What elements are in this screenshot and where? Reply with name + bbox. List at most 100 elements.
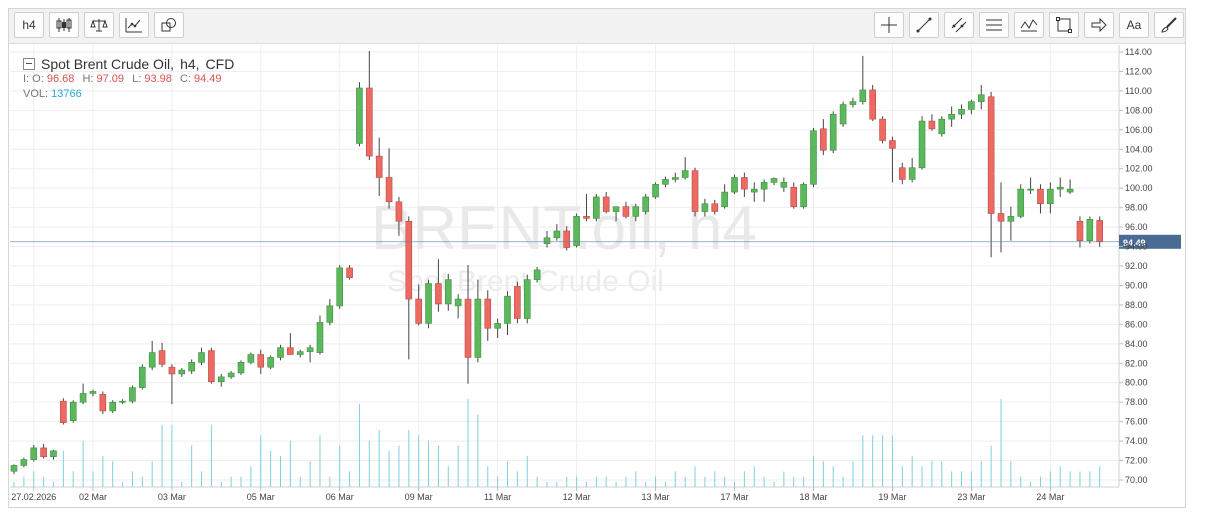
candle-body-up (523, 279, 531, 319)
timeframe-button[interactable]: h4 (14, 12, 44, 38)
current-price-line: 94.49 (10, 234, 1181, 249)
low-value: 93.98 (144, 73, 172, 85)
shapes-button[interactable] (154, 12, 184, 38)
candle-body-down (366, 87, 373, 157)
candle-body-up (662, 179, 669, 185)
candle-body-down (435, 283, 442, 305)
text-tool-label: Aa (1126, 18, 1142, 32)
candle-body-down (287, 347, 294, 355)
high-value: 97.09 (96, 73, 125, 85)
candle-body-down (415, 298, 422, 324)
candle-body-up (859, 89, 867, 102)
candle-body-down (879, 118, 886, 141)
y-tick-label: 72.00 (1125, 456, 1148, 466)
y-tick-label: 106.00 (1125, 125, 1153, 135)
wave-button[interactable] (1014, 12, 1044, 38)
y-tick-label: 74.00 (1125, 436, 1148, 446)
candle-body-down (375, 155, 383, 178)
candle-body-up (810, 130, 817, 185)
candle-body-up (267, 357, 274, 368)
candle-body-down (691, 170, 699, 212)
trendline-button[interactable] (909, 12, 939, 38)
arrow-button[interactable] (1084, 12, 1114, 38)
indicators-button[interactable] (119, 12, 149, 38)
candle-body-down (40, 447, 47, 457)
candle-body-up (336, 267, 344, 307)
candle-body-down (1076, 220, 1084, 242)
close-value: 94.49 (194, 73, 222, 85)
candle-body-up (217, 376, 225, 383)
text-tool-button[interactable]: Aa (1119, 12, 1149, 38)
candle-body-down (1096, 220, 1103, 243)
candle-body-down (60, 400, 67, 423)
collapse-legend-button[interactable] (23, 58, 35, 70)
y-tick-label: 70.00 (1125, 475, 1148, 485)
price-axis[interactable]: 70.00 72.00 74.00 76.00 78.00 80.00 82.00 84.00… (1119, 47, 1153, 485)
crosshair-button[interactable] (874, 12, 904, 38)
chart-type-button[interactable] (49, 12, 79, 38)
y-tick-label: 102.00 (1125, 164, 1153, 174)
candle-body-up (701, 203, 709, 212)
candle-body-up (1007, 216, 1015, 222)
crosshair-icon (881, 17, 897, 33)
candle-body-down (99, 394, 107, 412)
x-tick-label: 17 Mar (721, 492, 749, 502)
candle-body-down (741, 177, 748, 190)
brush-button[interactable] (1154, 12, 1184, 38)
x-tick-label: 06 Mar (326, 492, 354, 502)
channel-button[interactable] (944, 12, 974, 38)
candle-body-up (1027, 188, 1034, 191)
horizontal-lines-button[interactable] (979, 12, 1009, 38)
time-axis[interactable]: 27.02.2026 02 Mar 03 Mar 05 Mar 06 Mar 09 Mar… (11, 487, 1064, 502)
y-tick-label: 96.00 (1125, 222, 1148, 232)
symbol-title: Spot Brent Crude Oil, (41, 56, 175, 72)
candle-body-up (652, 183, 659, 198)
candle-body-up (20, 459, 28, 466)
candle-body-up (1047, 188, 1054, 205)
chart-frame: h4 (8, 8, 1186, 508)
arrow-right-icon (1091, 17, 1107, 33)
y-tick-label: 84.00 (1125, 339, 1148, 349)
x-tick-label: 27.02.2026 (11, 492, 56, 502)
candle-body-up (316, 322, 324, 353)
candle-body-up (593, 196, 600, 219)
candle-body-up (849, 101, 857, 105)
low-label: L: (132, 73, 142, 85)
candle-body-up (119, 400, 126, 403)
candle-body-down (484, 298, 492, 329)
open-value: 96.68 (46, 73, 75, 85)
candles (10, 51, 1103, 475)
x-tick-label: 12 Mar (563, 492, 591, 502)
candle-body-up (79, 393, 87, 403)
candle-body-down (168, 366, 176, 375)
compare-button[interactable] (84, 12, 114, 38)
y-tick-label: 76.00 (1125, 417, 1148, 427)
candle-body-up (770, 178, 778, 183)
y-tick-label: 90.00 (1125, 280, 1148, 290)
candle-body-down (869, 89, 876, 120)
candle-body-up (918, 120, 926, 169)
rectangle-button[interactable] (1049, 12, 1079, 38)
ohlc-readout: I: O: 96.68 H: 97.09 L: 93.98 C: 94.49 (23, 72, 234, 86)
volume-label: VOL: (23, 88, 49, 100)
x-tick-label: 03 Mar (158, 492, 186, 502)
candle-body-up (553, 230, 561, 239)
candle-body-up (129, 387, 136, 402)
y-tick-label: 108.00 (1125, 105, 1153, 115)
x-tick-label: 05 Mar (247, 492, 275, 502)
candle-body-up (237, 361, 245, 374)
candle-body-down (346, 267, 353, 278)
candle-body-down (928, 120, 936, 130)
y-tick-label: 98.00 (1125, 203, 1148, 213)
candle-body-up (731, 177, 738, 193)
candle-body-down (158, 350, 166, 365)
rectangle-icon (1056, 17, 1072, 33)
candle-body-up (139, 366, 146, 388)
price-chart[interactable]: BRENT.oil, h4 Spot Brent Crude Oil 94.49… (9, 9, 1185, 507)
candle-body-up (356, 87, 363, 144)
instrument-type: CFD (205, 56, 235, 72)
candle-body-up (247, 354, 255, 363)
candle-body-down (208, 350, 215, 383)
candle-body-up (494, 323, 501, 329)
chart-grid (10, 45, 1120, 488)
